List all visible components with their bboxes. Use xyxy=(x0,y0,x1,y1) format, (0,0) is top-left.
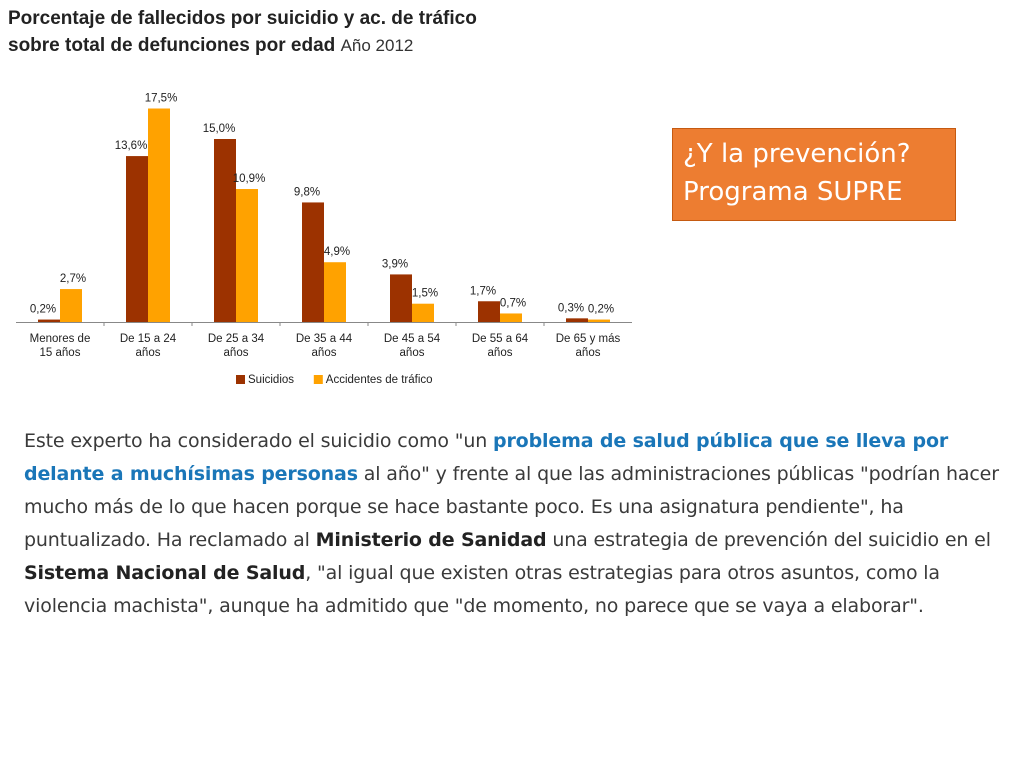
quote-bold-ministerio: Ministerio de Sanidad xyxy=(315,529,547,551)
legend-label: Accidentes de tráfico xyxy=(326,374,433,386)
data-label: 3,9% xyxy=(382,258,408,270)
data-label: 17,5% xyxy=(145,93,178,105)
x-tick-label: años xyxy=(400,347,425,359)
data-label: 15,0% xyxy=(203,123,236,135)
quote-bold-sistema: Sistema Nacional de Salud xyxy=(24,562,306,584)
bar-accidentes xyxy=(412,303,434,322)
bar-accidentes xyxy=(588,319,610,322)
chart-title: Porcentaje de fallecidos por suicidio y … xyxy=(8,5,648,59)
data-label: 13,6% xyxy=(115,140,148,152)
callout-box: ¿Y la prevención? Programa SUPRE xyxy=(672,128,956,221)
chart-subtitle-year: Año 2012 xyxy=(340,36,414,55)
x-tick-label: De 45 a 54 xyxy=(384,333,441,345)
chart-title-line-1: Porcentaje de fallecidos por suicidio y … xyxy=(8,8,477,29)
x-tick-label: De 15 a 24 xyxy=(120,333,177,345)
data-label: 1,7% xyxy=(470,285,496,297)
legend-swatch xyxy=(313,375,323,384)
bar-accidentes xyxy=(148,108,170,322)
x-tick-label: Menores de xyxy=(30,333,91,345)
bar-accidentes xyxy=(60,289,82,322)
quote-text-4: , "al igual que existen otras estrategia… xyxy=(24,562,940,617)
x-tick-label: De 65 y más xyxy=(556,333,621,345)
legend-label: Suicidios xyxy=(248,374,294,386)
legend-swatch xyxy=(236,375,245,384)
callout-line-2: Programa SUPRE xyxy=(683,177,903,207)
chart-title-line-2: sobre total de defunciones por edad Año … xyxy=(8,32,648,59)
x-tick-label: años xyxy=(224,347,249,359)
x-tick-label: 15 años xyxy=(40,347,81,359)
data-label: 0,2% xyxy=(588,304,614,316)
x-tick-label: años xyxy=(136,347,161,359)
data-label: 1,5% xyxy=(412,288,438,300)
data-label: 4,9% xyxy=(324,246,350,258)
bar-suicidios xyxy=(390,274,412,322)
bar-suicidios xyxy=(478,301,500,322)
x-tick-label: años xyxy=(576,347,601,359)
quote-text-1: Este experto ha considerado el suicidio … xyxy=(24,430,494,452)
data-label: 0,3% xyxy=(558,302,584,314)
x-tick-label: años xyxy=(488,347,513,359)
quote-highlight: problema de salud pública que se lleva p… xyxy=(24,430,949,485)
callout-line-1: ¿Y la prevención? xyxy=(683,139,911,169)
bar-suicidios xyxy=(566,318,588,322)
bar-suicidios xyxy=(126,156,148,322)
data-label: 10,9% xyxy=(233,173,266,185)
x-tick-label: De 35 a 44 xyxy=(296,333,353,345)
data-label: 2,7% xyxy=(60,273,86,285)
data-label: 0,7% xyxy=(500,297,526,309)
x-tick-label: años xyxy=(312,347,337,359)
data-label: 9,8% xyxy=(294,186,320,198)
x-tick-label: De 55 a 64 xyxy=(472,333,529,345)
data-label: 0,2% xyxy=(30,304,56,316)
bar-accidentes xyxy=(500,313,522,322)
bar-suicidios xyxy=(214,139,236,322)
bar-accidentes xyxy=(236,189,258,322)
quote-text-2: al año" y frente al que las administraci… xyxy=(24,463,999,551)
x-tick-label: De 25 a 34 xyxy=(208,333,265,345)
quote-text-3: una estrategia de prevención del suicidi… xyxy=(546,529,991,551)
chart-title-text: sobre total de defunciones por edad xyxy=(8,35,336,56)
bar-chart: 0,2% 2,7% Menores de 15 años 13,6% 17,5% De 15… xyxy=(16,93,632,386)
quote-paragraph: Este experto ha considerado el suicidio … xyxy=(24,425,1009,623)
bar-suicidios xyxy=(38,319,60,322)
bar-accidentes xyxy=(324,262,346,322)
bar-suicidios xyxy=(302,202,324,322)
